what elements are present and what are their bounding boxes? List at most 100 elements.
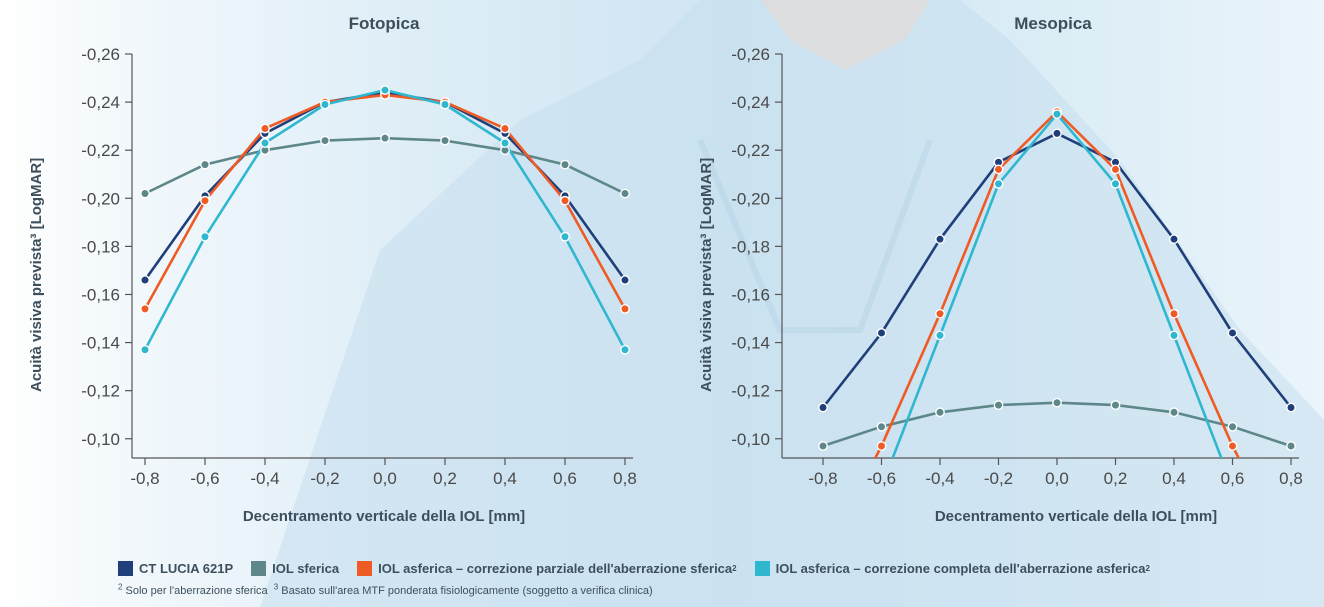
legend-item-ct-lucia: CT LUCIA 621P	[118, 561, 233, 576]
data-point	[1169, 308, 1179, 319]
data-point	[620, 188, 630, 199]
data-point	[560, 195, 570, 206]
y-tick-label: -0,24	[731, 93, 770, 112]
data-point	[200, 159, 210, 170]
gown-fold-shape	[697, 138, 933, 333]
x-tick-label: -0,2	[984, 469, 1013, 488]
series-line	[822, 401, 1292, 448]
series-group	[140, 85, 630, 355]
data-point	[818, 402, 828, 413]
x-tick-label: 0,4	[493, 469, 517, 488]
y-tick-label: -0,12	[81, 382, 120, 401]
data-point	[1110, 178, 1121, 189]
series-line	[143, 93, 627, 310]
chart-title: Mesopica	[1014, 14, 1092, 33]
data-point	[500, 123, 510, 134]
data-point	[200, 231, 210, 242]
chart-mesopic-svg: -0,10 -0,12 -0,14 -0,16 -0,18 -0,20 -0,22 -0,24…	[731, 45, 1303, 488]
x-tick-label: 0,8	[1279, 469, 1303, 488]
data-point	[1052, 397, 1062, 408]
footnote-3-text: Basato sull'area MTF ponderata fisiologi…	[281, 585, 653, 597]
y-tick-label: -0,18	[731, 237, 770, 256]
y-tick-label: -0,22	[81, 141, 120, 160]
data-point	[1169, 330, 1179, 341]
data-point	[993, 178, 1004, 189]
x-tick-label: 0,8	[613, 469, 637, 488]
data-point	[993, 164, 1004, 175]
legend-item-iol-asferica-parziale: IOL asferica – correzione parziale dell'…	[357, 561, 737, 576]
data-point	[1227, 421, 1238, 432]
x-tick-label: -0,6	[190, 469, 219, 488]
x-tick-label: -0,2	[310, 469, 339, 488]
x-tick-label: -0,8	[130, 469, 159, 488]
footnote-3-number: 3	[273, 582, 279, 592]
legend-swatch	[357, 561, 373, 576]
x-tick-label: 0,4	[1162, 469, 1186, 488]
data-point	[200, 195, 210, 206]
data-point	[993, 400, 1004, 410]
data-point	[260, 123, 270, 134]
data-point	[140, 275, 150, 285]
y-tick-label: -0,14	[81, 334, 120, 353]
chart-photopic-svg: -0,10 -0,12 -0,14 -0,16 -0,18 -0,20 -0,22 -0,24…	[81, 45, 637, 488]
x-tick-label: -0,4	[250, 469, 279, 488]
footnote-2-number: 2	[118, 582, 123, 592]
data-point	[560, 231, 570, 242]
data-point	[320, 135, 330, 146]
y-tick-label: -0,14	[731, 334, 770, 353]
footnote: 2 Solo per l'aberrazione sferica 3 Basat…	[118, 582, 653, 597]
data-point	[1286, 402, 1296, 413]
data-point	[380, 85, 390, 95]
neck-shape	[760, 0, 930, 70]
y-tick-label: -0,26	[81, 45, 120, 64]
y-tick-label: -0,16	[731, 285, 770, 304]
series-line	[873, 110, 1241, 458]
chart-title: Fotopica	[348, 14, 420, 33]
data-point	[935, 234, 945, 245]
x-tick-label: -0,4	[925, 469, 954, 488]
legend-swatch	[251, 561, 267, 576]
legend: CT LUCIA 621P IOL sferica IOL asferica –…	[118, 561, 1168, 576]
legend-label: CT LUCIA 621P	[139, 561, 234, 576]
data-point	[1110, 400, 1121, 410]
legend-label: IOL asferica – correzione completa dell'…	[775, 561, 1146, 576]
x-tick-label: 0,6	[1221, 469, 1245, 488]
data-point	[500, 138, 510, 148]
data-point	[1052, 128, 1062, 139]
data-point	[1286, 441, 1296, 451]
x-tick-label: -0,6	[867, 469, 896, 488]
data-point	[1227, 441, 1238, 451]
legend-label: IOL sferica	[272, 561, 340, 576]
x-tick-label: -0,8	[808, 469, 837, 488]
y-tick-label: -0,10	[731, 430, 770, 449]
y-tick-label: -0,10	[81, 430, 120, 449]
data-point	[440, 99, 450, 110]
footnote-2-text: Solo per l'aberrazione sferica	[125, 585, 268, 597]
data-point	[620, 275, 630, 285]
y-tick-label: -0,16	[81, 285, 120, 304]
y-tick-label: -0,24	[81, 93, 120, 112]
series-line	[143, 88, 627, 351]
y-tick-label: -0,12	[731, 382, 770, 401]
data-point	[380, 133, 390, 144]
legend-swatch	[118, 561, 133, 576]
data-point	[935, 308, 945, 319]
series-line	[891, 112, 1223, 458]
data-point	[560, 159, 570, 170]
legend-label: IOL asferica – correzione parziale dell'…	[378, 561, 733, 576]
y-tick-label: -0,18	[81, 237, 120, 256]
data-point	[320, 99, 330, 110]
x-tick-label: 0,0	[373, 469, 397, 488]
y-tick-label: -0,20	[731, 189, 770, 208]
data-point	[620, 304, 630, 314]
data-point	[876, 328, 887, 338]
legend-item-iol-sferica: IOL sferica	[251, 561, 339, 576]
data-point	[1110, 164, 1121, 175]
y-axis-label: Acuità visiva prevista³ [LogMAR]	[28, 157, 45, 392]
x-axis-label: Decentramento verticale della IOL [mm]	[934, 508, 1218, 525]
data-point	[140, 304, 150, 314]
series-line	[821, 132, 1293, 409]
x-tick-label: 0,2	[433, 469, 457, 488]
data-point	[440, 135, 450, 146]
data-point	[620, 344, 630, 355]
